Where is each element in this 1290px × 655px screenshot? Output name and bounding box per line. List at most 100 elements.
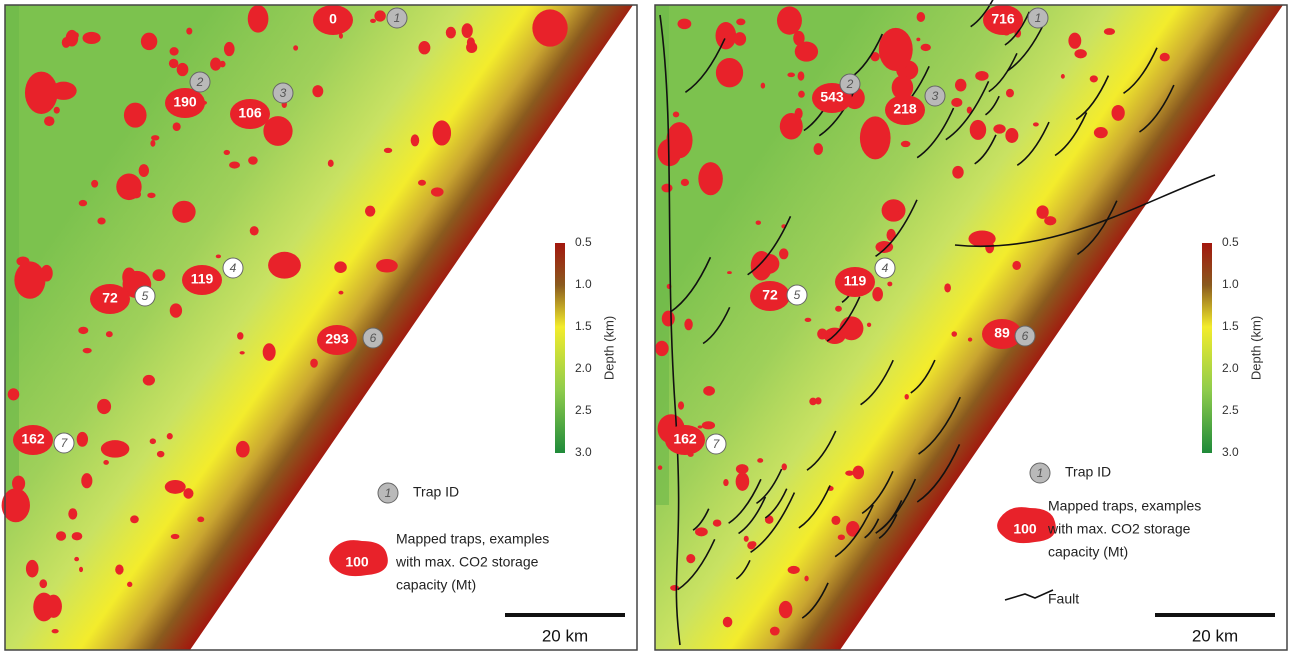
trap-area <box>312 85 323 97</box>
trap-area <box>770 627 780 636</box>
trap-area <box>240 351 245 354</box>
trap-area <box>263 343 276 361</box>
trap-area <box>658 465 662 469</box>
trap-area <box>169 59 179 68</box>
trap-area <box>124 103 147 128</box>
trap-id: 2 <box>846 77 854 91</box>
trap-area <box>78 327 88 334</box>
trap-area <box>52 629 59 633</box>
trap-area <box>744 536 749 542</box>
trap-area <box>418 41 430 54</box>
trap-area <box>879 28 913 71</box>
colorbar-label: Depth (km) <box>601 316 616 380</box>
trap-area <box>921 44 931 51</box>
trap-area <box>835 306 842 312</box>
trap-area <box>167 433 173 439</box>
trap-area <box>224 42 235 56</box>
trap-capacity: 543 <box>820 89 844 105</box>
trap-area <box>793 31 804 46</box>
trap-area <box>183 488 193 499</box>
legend-label: Trap ID <box>413 484 459 500</box>
trap-area <box>81 473 92 488</box>
colorbar-tick-label: 3.0 <box>575 445 592 459</box>
trap-area <box>77 432 88 447</box>
trap-area <box>310 359 318 368</box>
trap-area <box>780 113 803 140</box>
trap-area <box>686 554 695 563</box>
trap-area <box>151 135 159 140</box>
trap-area <box>26 560 39 578</box>
trap-area <box>237 332 243 339</box>
trap-area <box>1160 53 1170 62</box>
trap-area <box>673 111 679 117</box>
legend-trap-example: 100 <box>1013 521 1037 537</box>
trap-area <box>365 206 375 217</box>
trap-area <box>1005 128 1018 143</box>
trap-area <box>462 23 473 38</box>
trap-capacity: 72 <box>102 290 118 306</box>
trap-area <box>91 180 98 188</box>
trap-area <box>14 261 45 298</box>
trap-area <box>384 148 392 153</box>
trap-area <box>750 541 757 547</box>
trap-area <box>782 463 787 470</box>
trap-area <box>2 488 30 522</box>
trap-area <box>172 201 195 223</box>
colorbar-label: Depth (km) <box>1248 316 1263 380</box>
trap-area <box>127 582 132 587</box>
trap-area <box>952 166 963 179</box>
trap-area <box>97 399 111 414</box>
trap-area <box>1033 122 1039 126</box>
trap-area <box>716 58 743 87</box>
trap-capacity: 218 <box>893 101 917 117</box>
trap-id: 6 <box>1022 329 1029 343</box>
trap-id: 5 <box>794 288 801 302</box>
trap-area <box>171 534 180 539</box>
colorbar-tick-label: 2.5 <box>575 403 592 417</box>
trap-area <box>716 22 737 49</box>
trap-area <box>761 83 765 89</box>
trap-area <box>736 464 749 474</box>
legend-id-example: 1 <box>385 486 392 500</box>
trap-area <box>887 282 892 287</box>
trap-area <box>45 595 62 618</box>
trap-area <box>905 394 909 400</box>
trap-area <box>1104 28 1115 35</box>
trap-area <box>446 27 456 39</box>
trap-area <box>853 466 865 480</box>
left-edge <box>5 5 19 505</box>
trap-area <box>170 303 182 317</box>
trap-area <box>1006 89 1014 98</box>
trap-id: 4 <box>230 261 237 275</box>
trap-area <box>82 32 100 44</box>
scale-bar-label: 20 km <box>542 626 588 645</box>
trap-area <box>1061 74 1065 79</box>
trap-id: 3 <box>280 86 287 100</box>
trap-area <box>150 438 156 444</box>
trap-area <box>229 162 240 169</box>
trap-id: 1 <box>1035 11 1042 25</box>
trap-area <box>678 401 684 409</box>
trap-area <box>370 19 376 23</box>
trap-area <box>814 143 823 155</box>
trap-capacity: 0 <box>329 11 337 27</box>
map-panel: 716154322183119472589616270.51.01.52.02.… <box>655 0 1287 650</box>
trap-capacity: 106 <box>238 105 262 121</box>
trap-area <box>418 180 426 186</box>
figure: 01190210631194725293616270.51.01.52.02.5… <box>0 0 1290 655</box>
trap-id: 5 <box>142 289 149 303</box>
trap-area <box>1090 75 1098 82</box>
trap-area <box>44 116 54 126</box>
trap-area <box>197 517 204 523</box>
trap-area <box>103 460 109 465</box>
trap-capacity: 119 <box>191 271 214 287</box>
trap-area <box>66 30 79 47</box>
trap-capacity: 162 <box>21 431 45 447</box>
trap-capacity: 72 <box>762 287 778 303</box>
trap-capacity: 89 <box>994 325 1010 341</box>
trap-area <box>74 557 79 561</box>
trap-area <box>951 331 957 337</box>
trap-area <box>1068 33 1081 49</box>
trap-area <box>670 585 679 591</box>
